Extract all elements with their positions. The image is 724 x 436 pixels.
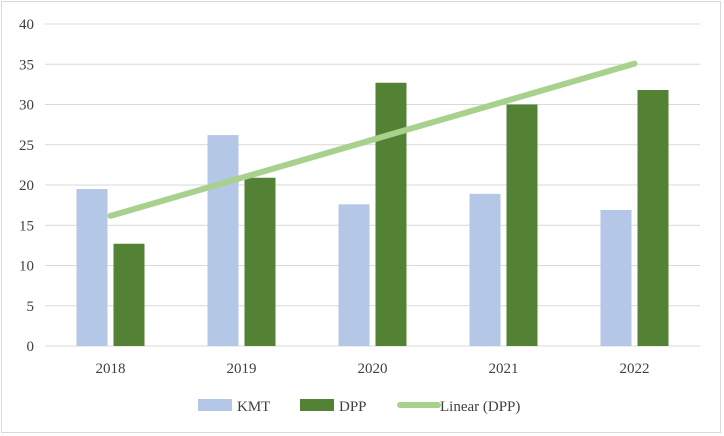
legend-label-trend: Linear (DPP) [440, 399, 520, 415]
bar-dpp-2021 [506, 104, 538, 346]
bar-kmt-2019 [207, 135, 239, 346]
gridlines [45, 23, 700, 347]
bar-kmt-2018 [76, 189, 108, 346]
legend-swatch-dpp [300, 399, 334, 411]
y-tick-label: 5 [27, 299, 35, 315]
legend-label-dpp: DPP [339, 399, 367, 415]
y-tick-label: 10 [19, 259, 34, 275]
y-tick-label: 40 [19, 17, 34, 33]
bar-dpp-2022 [637, 90, 669, 346]
trendline-dpp [107, 60, 638, 219]
trendline-layer [107, 60, 638, 219]
y-axis-ticks: 0 5 10 15 20 25 30 35 40 [19, 17, 34, 355]
bar-dpp-2020 [375, 82, 407, 346]
x-tick-label: 2019 [227, 361, 257, 377]
x-axis-ticks: 2018 2019 2020 2021 2022 [96, 361, 650, 377]
y-tick-label: 15 [19, 218, 34, 234]
y-tick-label: 20 [19, 178, 34, 194]
bar-kmt-2021 [469, 193, 501, 346]
legend-swatch-kmt [198, 399, 232, 411]
legend: KMT DPP Linear (DPP) [198, 399, 520, 415]
x-tick-label: 2020 [358, 361, 388, 377]
bars [76, 82, 669, 346]
bar-dpp-2019 [244, 177, 276, 346]
y-tick-label: 30 [19, 98, 34, 114]
x-tick-label: 2021 [489, 361, 519, 377]
y-tick-label: 35 [19, 57, 34, 73]
y-tick-label: 0 [27, 339, 35, 355]
bar-kmt-2020 [338, 204, 370, 346]
x-tick-label: 2022 [620, 361, 650, 377]
x-tick-label: 2018 [96, 361, 126, 377]
y-tick-label: 25 [19, 138, 34, 154]
legend-label-kmt: KMT [237, 399, 270, 415]
bar-kmt-2022 [600, 209, 632, 346]
bar-dpp-2018 [113, 243, 145, 346]
